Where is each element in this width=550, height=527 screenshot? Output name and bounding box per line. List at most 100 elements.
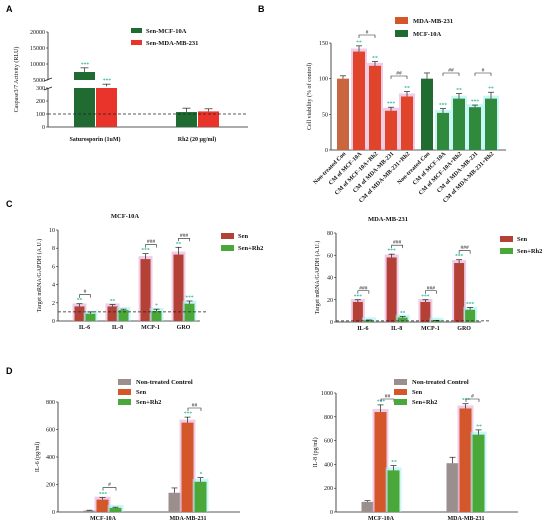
y-axis-label-panelD2: IL-8 (pg/ml) [312,437,319,467]
title-panelC1: MCF-10A [111,213,139,220]
legend-swatch-panelD2-2 [394,399,407,405]
y-axis-label-a: Caspase3/7 Activity (RLU) [13,47,20,113]
legend-swatch-panelC2-1 [500,248,513,254]
star-b-g0-4: ** [404,86,410,92]
bar-panelC2-s1-c2-glow [429,317,444,322]
tick-label-a-up-1: 15000 [30,46,45,52]
star-panelD2-s2-c0: ** [391,460,397,466]
tick-label-panelD2-3: 400 [324,462,333,468]
legend-swatch-panelD2-0 [394,379,407,385]
tick-label-panelD2-1: 800 [324,415,333,421]
bar-panelC2-s1-c3 [465,309,476,322]
cat-label-panelC1-0: IL-6 [79,325,90,331]
bar-panelC1-s0-c0 [74,306,85,321]
sig-panelC1-2-label: ### [147,239,156,245]
sig-b-3-label: # [482,68,485,74]
cat-label-panelD2-1: MDA-MB-231 [448,516,485,522]
legend-label-panelD2-0: Non-treated Control [412,379,469,386]
sig-panelD2-1-label: # [471,394,474,400]
sig-b-1-label: ## [396,71,402,77]
cat-label-panelC2-0: IL-6 [357,326,368,332]
star-panelC2-s0-c2: *** [421,294,430,300]
bar-panelD1-s0-c0 [83,510,96,512]
tick-label-b-2: 50 [322,112,328,118]
tick-label-a-lo-2: 100 [36,112,45,118]
bar-a-s1-c1 [198,111,219,127]
legend-label-a-1: Sen-MDA-MB-231 [146,40,198,47]
star-panelC1-s0-c3: ** [176,241,182,247]
star-panelC2-s1-c3: *** [466,302,475,308]
bar-panelC1-s0-c2 [140,259,151,321]
legend-label-panelC2-1: Sen+Rh2 [517,248,542,255]
sig-panelC2-0-label: ### [359,285,368,291]
legend-swatch-a-0 [131,28,142,33]
sig-panelC2-1-label: ### [393,240,402,246]
star-b-g0-3: *** [387,101,396,107]
bar-b-g1-3 [469,107,481,150]
star-panelC2-s0-c1: *** [388,248,397,254]
tick-label-panelC1-5: 0 [52,319,55,325]
tick-label-panelD2-4: 200 [324,486,333,492]
star-panelC2-s0-c3: *** [455,254,464,260]
sig-b-2-bracket [442,72,460,76]
star-b-g1-1: *** [439,103,448,109]
title-panelC2: MDA-MB-231 [368,216,408,223]
bar-b-g1-2 [453,98,465,150]
bar-b-g0-3 [385,110,397,150]
sig-panelD1-0-bracket [102,487,117,491]
bar-panelC1-s0-c1 [107,306,118,321]
legend-swatch-panelD1-1 [118,389,131,395]
tick-label-panelD2-2: 600 [324,439,333,445]
legend-label-panelD2-1: Sen [412,389,423,396]
bar-panelD2-s2-c1 [472,434,485,512]
star-panelD2-s2-c1: ** [476,424,482,430]
cat-label-panelC1-1: IL-8 [112,325,123,331]
sig-panelD2-1-bracket [465,398,480,402]
tick-label-panelC2-0: 80 [327,231,333,237]
tick-label-b-3: 0 [325,148,328,154]
sig-panelC2-3-label: ### [461,245,470,251]
legend-swatch-panelC1-1 [221,245,234,251]
bar-b-g1-1 [437,112,449,150]
bar-a-s0-c0-upper [74,72,95,80]
sig-b-0-label: # [366,30,369,36]
tick-label-panelD1-0: 800 [46,400,55,406]
sig-panelD1-1-bracket [187,407,202,411]
tick-label-panelD2-5: 0 [330,510,333,516]
tick-label-panelC1-4: 2 [52,301,55,307]
legend-label-panelD1-2: Sen+Rh2 [136,399,161,406]
sig-panelC2-3-bracket [458,250,471,254]
y-axis-label-b: Cell viability (% of control) [306,63,313,130]
star-panelC2-s0-c0: *** [354,294,363,300]
bar-panelD2-s0-c0 [361,501,374,512]
sig-b-2-label: ## [448,68,454,74]
sig-b-3-bracket [474,72,492,76]
star-b-g1-4: ** [488,86,494,92]
tick-label-b-1: 100 [319,77,328,83]
sig-panelC2-2-bracket [425,290,437,294]
sig-panelC1-3-bracket [178,237,190,242]
panel-letter-a: A [6,4,13,14]
star-panelC1-s0-c2: *** [141,248,150,254]
axis-break-a [43,77,53,91]
bar-a-s1-c0-lower [96,88,117,127]
cat-label-panelC1-3: GRO [177,325,191,331]
bar-b-g1-4 [485,98,497,150]
star-b-g0-1: ** [356,40,362,46]
legend-label-panelD1-1: Sen [136,389,147,396]
y-axis-label-panelC1: Target mRNA/GAPDH (A.U.) [36,239,43,312]
bar-panelC1-s1-c0 [85,313,96,321]
legend-swatch-panelD1-0 [118,379,131,385]
star-panelC1-s0-c0: ** [77,298,83,304]
star-panelC1-s0-c1: ** [110,299,116,305]
tick-label-panelD1-3: 200 [46,483,55,489]
category-label-a-0: Saturosporin (1uM) [69,136,120,143]
panel-c-mdamb231-chart: MDA-MB-231 80 60 40 20 0 Target mRNA/GAPDH (A.… [314,216,542,332]
bar-panelC2-s0-c3 [454,263,465,322]
legend-swatch-panelC2-0 [500,236,513,242]
cat-label-panelC2-2: MCP-1 [421,326,440,332]
panel-letter-c: C [6,199,13,209]
